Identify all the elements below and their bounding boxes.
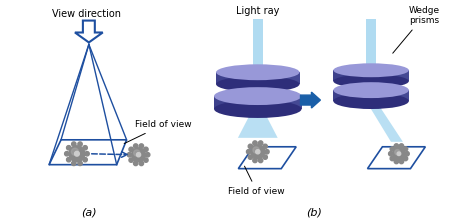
Polygon shape xyxy=(366,19,376,70)
Circle shape xyxy=(258,141,263,145)
Circle shape xyxy=(388,152,393,156)
Circle shape xyxy=(139,161,144,166)
Polygon shape xyxy=(238,109,278,138)
Circle shape xyxy=(253,158,257,163)
Circle shape xyxy=(69,146,85,162)
Ellipse shape xyxy=(333,74,409,88)
Circle shape xyxy=(83,146,87,150)
Circle shape xyxy=(131,148,145,162)
Circle shape xyxy=(394,159,399,164)
Circle shape xyxy=(127,153,131,157)
Circle shape xyxy=(78,161,82,165)
Circle shape xyxy=(248,155,252,159)
Polygon shape xyxy=(216,72,245,84)
Circle shape xyxy=(253,141,257,145)
Circle shape xyxy=(265,150,269,154)
Circle shape xyxy=(247,150,251,154)
Polygon shape xyxy=(333,70,409,81)
Circle shape xyxy=(403,156,408,161)
Polygon shape xyxy=(214,96,245,109)
Polygon shape xyxy=(366,101,403,142)
Polygon shape xyxy=(333,90,409,101)
Circle shape xyxy=(72,142,76,146)
Circle shape xyxy=(145,153,150,157)
Circle shape xyxy=(83,157,87,162)
Circle shape xyxy=(129,147,133,152)
Circle shape xyxy=(403,147,408,151)
Circle shape xyxy=(67,146,71,150)
Text: Light ray: Light ray xyxy=(236,6,279,16)
Text: (a): (a) xyxy=(81,207,97,217)
Circle shape xyxy=(72,161,76,165)
Circle shape xyxy=(256,150,260,154)
Text: Wedge
prisms: Wedge prisms xyxy=(393,6,440,53)
Polygon shape xyxy=(271,96,302,109)
Circle shape xyxy=(253,147,259,153)
Circle shape xyxy=(65,152,69,156)
Circle shape xyxy=(395,150,400,155)
Circle shape xyxy=(78,142,82,146)
Circle shape xyxy=(393,148,405,160)
Polygon shape xyxy=(382,90,409,101)
Circle shape xyxy=(258,158,263,163)
Circle shape xyxy=(405,152,409,156)
Text: View direction: View direction xyxy=(52,9,122,19)
Circle shape xyxy=(390,156,395,161)
Text: Field of view: Field of view xyxy=(229,166,285,196)
Circle shape xyxy=(390,147,395,151)
Circle shape xyxy=(134,144,138,148)
Text: Field of view: Field of view xyxy=(124,120,191,144)
Circle shape xyxy=(67,157,71,162)
Ellipse shape xyxy=(216,76,300,92)
Circle shape xyxy=(134,161,138,166)
Circle shape xyxy=(399,159,404,164)
Circle shape xyxy=(72,148,78,155)
Circle shape xyxy=(144,158,148,162)
Circle shape xyxy=(263,155,267,159)
Polygon shape xyxy=(75,21,103,42)
Polygon shape xyxy=(270,72,300,84)
Polygon shape xyxy=(214,96,302,109)
Polygon shape xyxy=(216,72,300,84)
Circle shape xyxy=(397,152,400,155)
Circle shape xyxy=(248,144,252,149)
Ellipse shape xyxy=(214,100,302,118)
Circle shape xyxy=(85,152,89,156)
Circle shape xyxy=(399,144,404,148)
Circle shape xyxy=(251,145,265,159)
Ellipse shape xyxy=(333,93,409,109)
Polygon shape xyxy=(333,70,360,81)
Circle shape xyxy=(134,150,140,156)
Polygon shape xyxy=(333,90,360,101)
Circle shape xyxy=(75,151,79,156)
Ellipse shape xyxy=(214,87,302,105)
Circle shape xyxy=(136,153,141,157)
Circle shape xyxy=(144,147,148,152)
Ellipse shape xyxy=(333,63,409,77)
Ellipse shape xyxy=(216,64,300,80)
Polygon shape xyxy=(253,19,263,72)
Circle shape xyxy=(139,144,144,148)
Ellipse shape xyxy=(333,82,409,98)
Text: (b): (b) xyxy=(306,207,322,217)
Circle shape xyxy=(129,158,133,162)
FancyArrow shape xyxy=(301,92,320,108)
Circle shape xyxy=(394,144,399,148)
Circle shape xyxy=(263,144,267,149)
Polygon shape xyxy=(382,70,409,81)
